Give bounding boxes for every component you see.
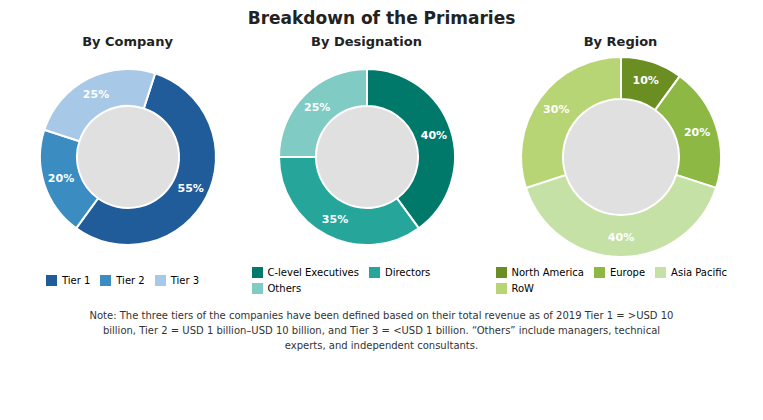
html-text:RoW: RoW: [511, 283, 534, 295]
html-text:North America: North America: [511, 266, 584, 278]
svg-text:25%: 25%: [304, 101, 330, 114]
svg-text:30%: 30%: [543, 103, 569, 116]
svg-text:55%: 55%: [177, 182, 203, 195]
html-text:Tier 1: Tier 1: [61, 275, 91, 286]
html-text:Breakdown of the Primaries: Breakdown of the Primaries: [247, 8, 516, 28]
html-text:Asia Pacific: Asia Pacific: [671, 266, 727, 278]
svg-text:10%: 10%: [632, 74, 658, 87]
svg-text:25%: 25%: [82, 88, 108, 101]
html-text:Europe: Europe: [609, 266, 646, 278]
svg-text:20%: 20%: [683, 126, 709, 139]
html-text:By Designation: By Designation: [311, 34, 422, 49]
svg-text:40%: 40%: [607, 231, 633, 244]
svg-text:40%: 40%: [420, 129, 446, 142]
html-text:By Region: By Region: [583, 34, 658, 49]
html-text:Others: Others: [267, 283, 302, 295]
html-text:Note: The three tiers of the c: Note: The three tiers of the companies h…: [89, 310, 674, 351]
svg-text:20%: 20%: [47, 172, 73, 185]
svg-text:35%: 35%: [321, 213, 347, 226]
html-text:By Company: By Company: [82, 34, 173, 49]
html-text:Tier 3: Tier 3: [170, 275, 200, 286]
html-text:C-level Executives: C-level Executives: [267, 266, 359, 278]
html-text:Directors: Directors: [385, 266, 431, 278]
html-text:Tier 2: Tier 2: [116, 275, 145, 286]
